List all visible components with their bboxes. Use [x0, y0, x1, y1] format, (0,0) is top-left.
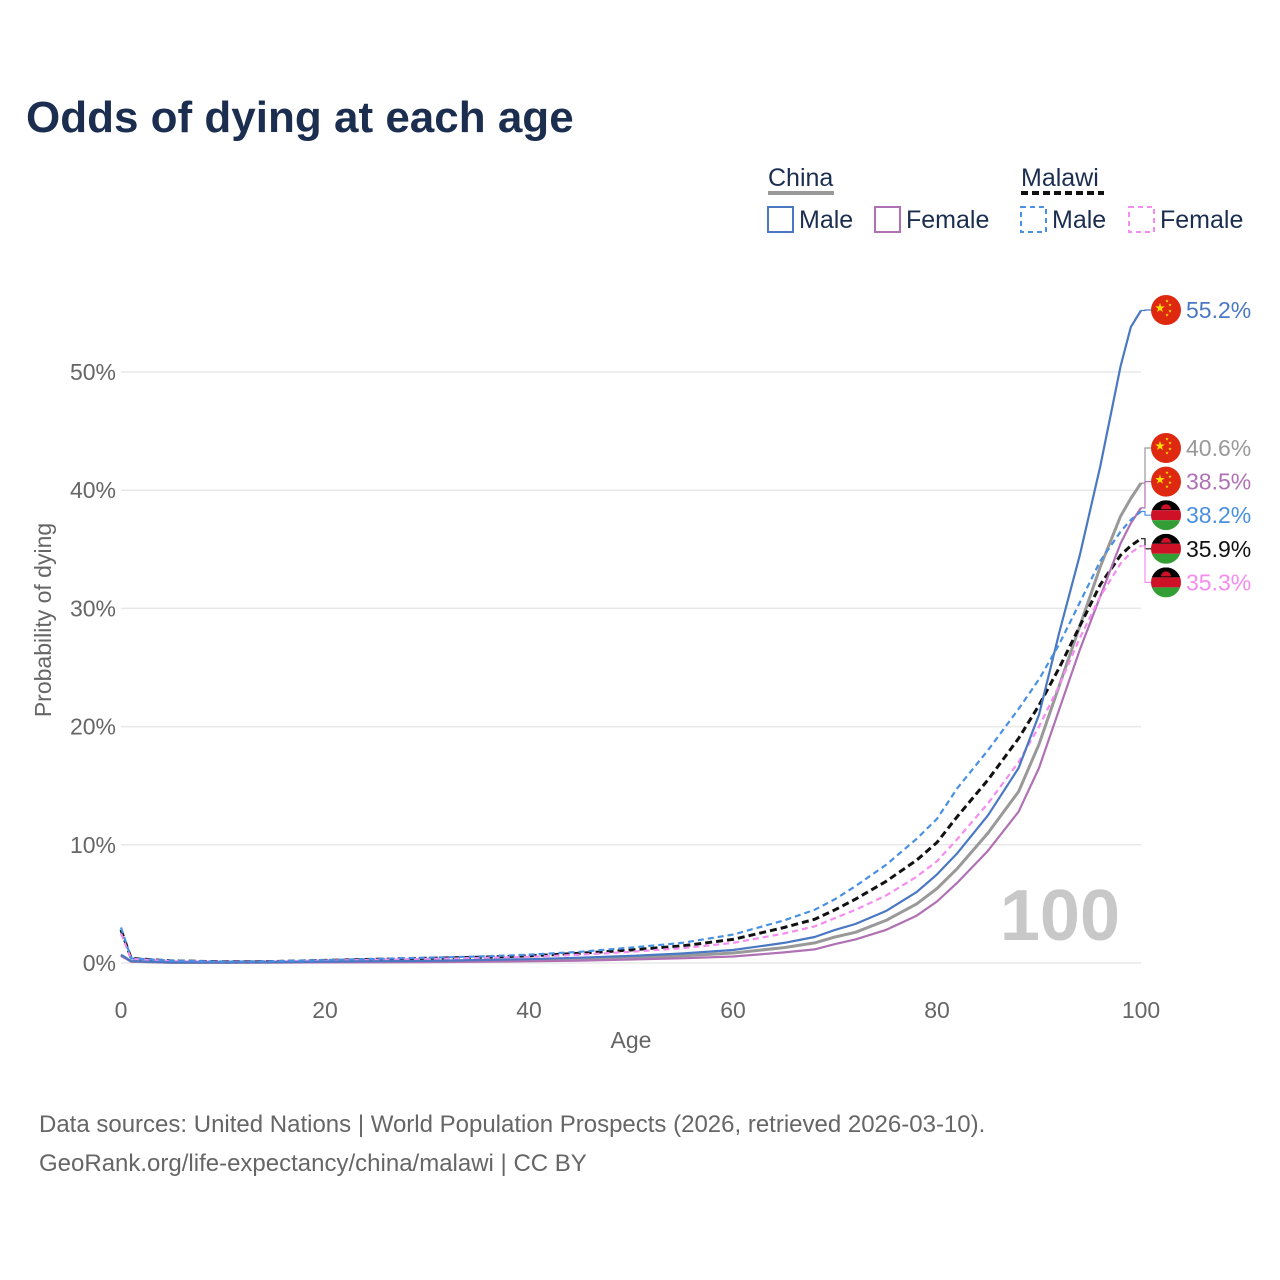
end-label-leader-china-total — [1141, 447, 1152, 484]
legend-malawi-male-swatch[interactable] — [1020, 206, 1047, 233]
china-flag-icon — [1151, 466, 1181, 497]
series-line-china-total — [120, 482, 1143, 964]
flag-star — [1168, 441, 1172, 445]
flag-star — [1155, 441, 1165, 450]
flag-star — [1165, 313, 1169, 317]
chart-title: Odds of dying at each age — [26, 93, 574, 142]
end-label-china-total: 40.6% — [1186, 435, 1251, 461]
legend: China Male Female Malawi Male Female — [767, 164, 1243, 234]
end-label-china-female: 38.5% — [1186, 469, 1251, 495]
series-lines — [119, 309, 1143, 964]
x-axis-label: Age — [611, 1027, 652, 1053]
end-label-leader-malawi-male — [1141, 510, 1152, 516]
flag-star — [1165, 451, 1169, 455]
end-label-leader-malawi-total — [1141, 538, 1152, 550]
flag-sun — [1161, 537, 1171, 543]
malawi-flag-icon — [1151, 500, 1181, 531]
flag-star — [1155, 474, 1165, 484]
x-tick-label: 40 — [516, 997, 542, 1023]
end-label-malawi-female: 35.3% — [1186, 569, 1251, 595]
y-tick-label: 20% — [70, 714, 116, 740]
flag-star — [1168, 303, 1172, 307]
end-label-china-male: 55.2% — [1186, 297, 1251, 323]
china-flag-icon — [1151, 295, 1181, 325]
y-tick-label: 10% — [70, 832, 116, 858]
flag-stripe — [1151, 577, 1181, 588]
y-tick-label: 30% — [70, 595, 116, 621]
flag-star — [1168, 480, 1172, 485]
flag-disc — [1151, 295, 1181, 325]
gridlines — [121, 371, 1141, 964]
y-tick-label: 0% — [83, 950, 116, 976]
legend-group-malawi: Malawi Male Female — [1020, 164, 1243, 234]
end-labels: 55.2% 40.6% 38.5% 38.2% 35.9% 35.3% — [1141, 295, 1251, 598]
flag-stripe — [1151, 587, 1181, 598]
legend-china-female-swatch[interactable] — [874, 206, 901, 233]
legend-malawi-female-swatch[interactable] — [1128, 206, 1155, 233]
flag-stripe — [1151, 520, 1181, 531]
source-line-2: GeoRank.org/life-expectancy/china/malawi… — [39, 1150, 587, 1177]
end-label-leader-malawi-female — [1141, 545, 1152, 583]
end-label-malawi-male: 38.2% — [1186, 502, 1251, 528]
flag-disc — [1151, 433, 1181, 463]
flag-star — [1165, 437, 1169, 441]
flag-sun — [1161, 571, 1171, 577]
age-watermark: 100 — [1000, 876, 1120, 956]
x-tick-label: 100 — [1122, 997, 1160, 1023]
china-flag-icon — [1151, 433, 1181, 463]
legend-china-male-swatch[interactable] — [767, 206, 794, 233]
legend-group-china: China Male Female — [767, 164, 989, 234]
flag-disc — [1151, 466, 1181, 497]
series-line-malawi-total — [119, 537, 1142, 964]
y-axis-label: Probability of dying — [30, 523, 56, 717]
x-axis-ticks: 0 20 40 60 80 100 — [115, 997, 1161, 1023]
series-line-china-female — [120, 507, 1142, 964]
y-tick-label: 50% — [70, 359, 116, 385]
end-label-leader-china-female — [1141, 481, 1152, 509]
legend-malawi-male-label[interactable]: Male — [1052, 206, 1106, 234]
legend-group-china-label: China — [768, 164, 833, 192]
end-label-malawi-total: 35.9% — [1186, 536, 1251, 562]
legend-malawi-female-label[interactable]: Female — [1160, 206, 1243, 234]
flag-star — [1168, 447, 1172, 451]
flag-star — [1155, 303, 1165, 312]
flag-star — [1165, 484, 1169, 489]
legend-group-malawi-label: Malawi — [1021, 164, 1099, 192]
y-axis-ticks: 0% 10% 20% 30% 40% 50% — [70, 359, 116, 976]
flag-stripe — [1151, 510, 1181, 521]
legend-china-female-label[interactable]: Female — [906, 206, 989, 234]
malawi-flag-icon — [1151, 533, 1181, 564]
x-tick-label: 20 — [312, 997, 338, 1023]
series-line-malawi-male — [119, 510, 1142, 963]
malawi-flag-icon — [1151, 567, 1181, 598]
end-label-leader-china-male — [1141, 309, 1152, 312]
flag-star — [1168, 474, 1172, 479]
source-line-1: Data sources: United Nations | World Pop… — [39, 1111, 985, 1138]
flag-sun — [1161, 504, 1171, 510]
x-tick-label: 80 — [924, 997, 950, 1023]
flag-star — [1165, 299, 1169, 303]
flag-stripe — [1151, 553, 1181, 564]
flag-stripe — [1151, 543, 1181, 554]
x-tick-label: 0 — [115, 997, 128, 1023]
legend-china-male-label[interactable]: Male — [799, 206, 853, 234]
flag-star — [1165, 470, 1169, 475]
series-line-china-male — [120, 309, 1142, 964]
flag-star — [1168, 309, 1172, 313]
y-tick-label: 40% — [70, 477, 116, 503]
x-tick-label: 60 — [720, 997, 746, 1023]
